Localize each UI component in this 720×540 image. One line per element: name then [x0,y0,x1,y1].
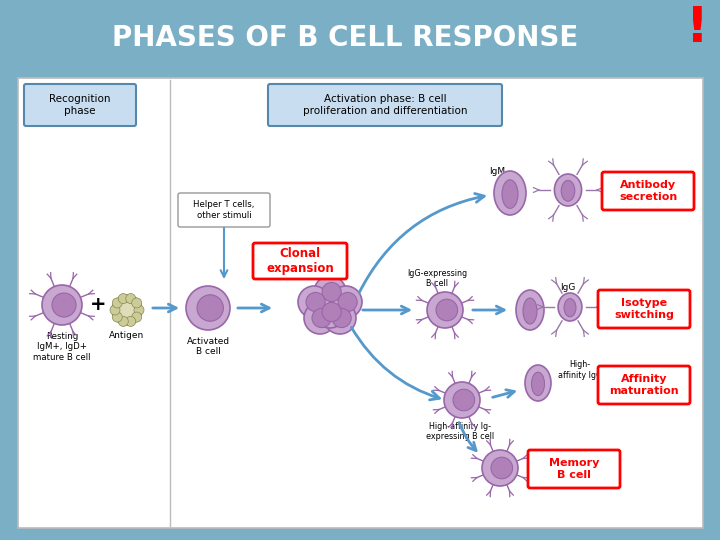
FancyBboxPatch shape [178,193,270,227]
Text: Activation phase: B cell
proliferation and differentiation: Activation phase: B cell proliferation a… [302,94,467,116]
Circle shape [491,457,513,479]
Text: IgG-expressing
B cell: IgG-expressing B cell [407,268,467,288]
Circle shape [306,292,325,312]
Ellipse shape [531,372,544,396]
Ellipse shape [502,180,518,208]
Text: IgG: IgG [560,282,576,292]
FancyBboxPatch shape [602,172,694,210]
Circle shape [314,296,346,328]
Text: Isotype
switching: Isotype switching [614,298,674,320]
Circle shape [312,308,331,328]
Circle shape [118,316,128,326]
Text: Memory
B cell: Memory B cell [549,458,599,480]
Circle shape [197,295,223,321]
Circle shape [42,285,82,325]
Circle shape [338,292,357,312]
Circle shape [126,316,135,326]
Circle shape [118,294,128,303]
Circle shape [110,305,120,315]
Ellipse shape [554,174,582,206]
Text: Helper T cells,
other stimuli: Helper T cells, other stimuli [193,200,255,220]
Circle shape [112,295,142,325]
Circle shape [112,312,122,322]
Circle shape [322,282,341,302]
Circle shape [186,286,230,330]
Circle shape [126,294,135,303]
Ellipse shape [523,298,537,324]
Text: Antigen: Antigen [109,331,145,340]
Circle shape [444,382,480,418]
Circle shape [453,389,474,411]
FancyBboxPatch shape [268,84,502,126]
Text: +: + [90,295,107,314]
Circle shape [427,292,463,328]
Text: IgM: IgM [489,167,505,177]
Text: Activated
B cell: Activated B cell [186,337,230,356]
Circle shape [330,286,362,318]
Ellipse shape [564,299,576,317]
Circle shape [482,450,518,486]
Text: High-affinity Ig-
expressing B cell: High-affinity Ig- expressing B cell [426,422,494,441]
Ellipse shape [516,290,544,330]
FancyBboxPatch shape [598,366,690,404]
Text: Affinity
maturation: Affinity maturation [609,374,679,396]
Text: High-
affinity IgG: High- affinity IgG [558,360,602,380]
Text: Antibody
secretion: Antibody secretion [619,180,677,202]
Circle shape [304,302,336,334]
Circle shape [132,312,142,322]
Circle shape [112,298,122,308]
Text: Clonal
expansion: Clonal expansion [266,247,334,275]
Circle shape [314,276,346,308]
Ellipse shape [561,180,575,201]
FancyBboxPatch shape [18,78,703,528]
Circle shape [298,286,330,318]
Text: Resting
IgM+, IgD+
mature B cell: Resting IgM+, IgD+ mature B cell [33,332,91,362]
FancyBboxPatch shape [528,450,620,488]
Text: Recognition
phase: Recognition phase [49,94,111,116]
Circle shape [132,298,142,308]
Text: !: ! [685,4,708,52]
Circle shape [134,305,144,315]
Circle shape [436,299,458,321]
Ellipse shape [558,293,582,321]
FancyBboxPatch shape [24,84,136,126]
Circle shape [52,293,76,317]
Circle shape [322,302,341,322]
Circle shape [332,308,351,328]
Ellipse shape [494,171,526,215]
Circle shape [324,302,356,334]
Text: PHASES OF B CELL RESPONSE: PHASES OF B CELL RESPONSE [112,24,578,52]
FancyBboxPatch shape [598,290,690,328]
Ellipse shape [525,365,551,401]
FancyBboxPatch shape [253,243,347,279]
